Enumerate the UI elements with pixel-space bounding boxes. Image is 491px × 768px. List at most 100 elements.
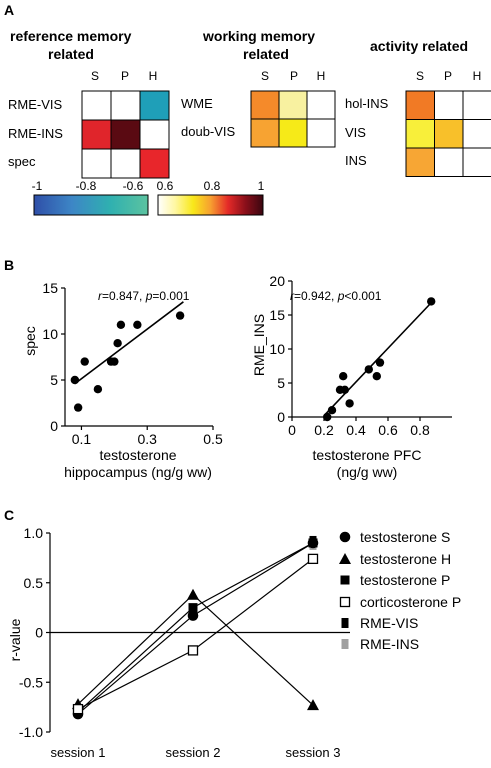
row-label: doub-VIS: [181, 124, 236, 139]
x-tick-label: 0.8: [410, 422, 430, 438]
y-tick-label: 15: [42, 280, 58, 296]
heatmap-cell: [434, 119, 464, 149]
x-tick-label: session 2: [166, 745, 221, 760]
col-label: S: [416, 69, 424, 83]
data-point: [133, 320, 142, 329]
heatmap-cell: [405, 119, 435, 149]
data-point: [340, 385, 349, 394]
x-tick-label: 0.4: [346, 422, 366, 438]
colorbar-tick-label: 0.8: [204, 179, 221, 193]
colorbar: -1 -0.8 -0.6 0.6 0.8 1: [32, 179, 265, 216]
series-line: [77, 558, 314, 710]
heatmap-cells: [81, 90, 170, 179]
col-label: P: [444, 69, 452, 83]
data-point: [113, 339, 122, 348]
y-tick-label: -0.5: [19, 674, 43, 690]
heatmap-cell: [81, 148, 112, 179]
data-point: [372, 372, 381, 381]
y-tick-label: 20: [269, 273, 285, 289]
data-point: [375, 358, 385, 367]
panel-c: C r-value -1.0 -0.5 0 0.5 1.0 session 1 sessio…: [4, 507, 461, 760]
heatmap-cells: [405, 90, 491, 177]
data-point: [307, 553, 319, 565]
panel-a-letter: A: [4, 2, 14, 18]
colorbar-positive: [157, 194, 264, 216]
legend-label: RME-VIS: [360, 615, 418, 631]
row-label: spec: [8, 154, 36, 169]
x-tick-label: 0.6: [378, 422, 398, 438]
regression-line: [74, 301, 184, 385]
y-axis-label: RME_INS: [251, 314, 267, 376]
y-tick-label: 0: [277, 409, 285, 425]
heatmap-cell: [278, 90, 308, 120]
colorbar-negative: [33, 194, 149, 216]
data-point: [187, 588, 199, 600]
y-axis-label: spec: [22, 326, 38, 356]
colorbar-tick-label: 0.6: [157, 179, 174, 193]
col-label: H: [317, 69, 326, 83]
row-label: VIS: [345, 125, 366, 140]
row-label: RME-VIS: [8, 97, 63, 112]
data-point: [364, 365, 373, 374]
group-title-line: activity related: [370, 38, 468, 54]
heatmap-cell: [81, 90, 112, 121]
row-label: RME-INS: [8, 126, 63, 141]
annotation-p: p: [145, 289, 153, 303]
y-tick-label: -1.0: [19, 724, 43, 740]
heatmap-reference-memory: reference memory related S P H RME-VIS R…: [8, 28, 170, 179]
colorbar-tick-label: -0.8: [76, 179, 97, 193]
y-tick-label: 0: [50, 418, 58, 434]
legend-marker: [341, 639, 349, 649]
data-point: [427, 297, 436, 306]
heatmap-cell: [405, 147, 435, 177]
col-label: S: [91, 69, 99, 83]
x-tick-label: 0: [288, 422, 296, 438]
y-tick-label: 5: [50, 372, 58, 388]
data-point: [187, 645, 199, 656]
colorbar-tick-label: -1: [32, 179, 43, 193]
data-point: [80, 357, 89, 366]
annotation-p: p: [337, 289, 345, 303]
group-title-line: related: [243, 46, 289, 62]
data-point: [323, 412, 332, 422]
x-tick-label: 0.3: [137, 431, 157, 447]
row-label: INS: [345, 153, 367, 168]
y-tick-label: 15: [269, 307, 285, 323]
heatmap-cell: [306, 118, 336, 148]
line-chart: -1.0 -0.5 0 0.5 1.0 session 1 session 2 session…: [19, 525, 350, 760]
legend-label: RME-INS: [360, 636, 419, 652]
annotation-r-value: =0.942,: [294, 289, 338, 303]
heatmap-cell: [110, 119, 141, 150]
x-tick-label: session 3: [286, 745, 341, 760]
group-title-line: working memory: [202, 28, 315, 44]
annotation-r: r: [98, 289, 103, 303]
data-point: [339, 372, 348, 381]
heatmap-cell: [139, 119, 170, 150]
annotation-r-value: =0.847,: [102, 289, 146, 303]
legend: testosterone S testosterone H testosterone…: [339, 529, 461, 652]
panel-c-letter: C: [4, 507, 14, 523]
group-title-line: reference memory: [10, 28, 132, 44]
col-label: S: [261, 69, 269, 83]
heatmap-cell: [434, 147, 464, 177]
heatmap-cell: [250, 90, 280, 120]
data-point: [116, 320, 126, 329]
data-point: [307, 699, 319, 711]
col-label: H: [473, 69, 482, 83]
annotation-p-value: =0.001: [152, 289, 189, 303]
scatter-annotation: r=0.942, p<0.001: [290, 289, 382, 303]
heatmap-cell: [110, 148, 141, 179]
x-axis-label-line: (ng/g ww): [337, 464, 398, 480]
scatter-plot-right: r=0.942, p<0.001 RME_INS testosterone PF…: [251, 273, 452, 480]
data-point: [308, 538, 318, 548]
panel-a: A reference memory related S P H RME-VIS…: [4, 2, 491, 216]
data-point: [72, 703, 84, 715]
data-point: [327, 406, 337, 415]
heatmap-working-memory: working memory related S P H WME doub-VI…: [181, 28, 336, 148]
heatmap-cell: [278, 118, 308, 148]
y-axis-label: r-value: [7, 618, 23, 661]
x-tick-label: 0.5: [203, 431, 223, 447]
heatmap-cell: [250, 118, 280, 148]
heatmap-cell: [110, 90, 141, 121]
heatmap-cell: [462, 119, 491, 149]
